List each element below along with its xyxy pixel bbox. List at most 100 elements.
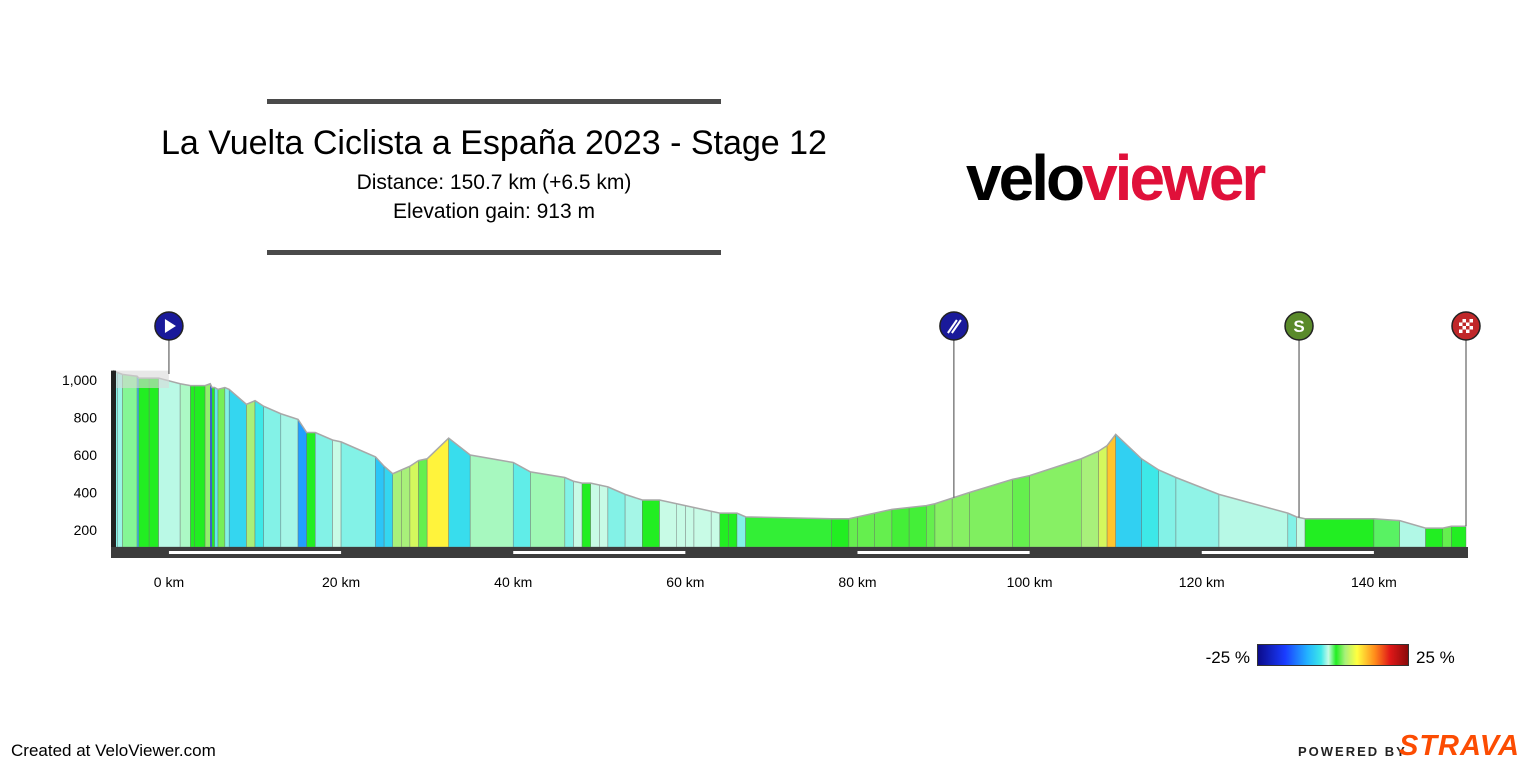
profile-segment (194, 385, 206, 548)
y-tick-label: 200 (74, 522, 98, 538)
start-edge-bar (111, 370, 116, 547)
profile-segment (719, 512, 729, 548)
profile-segment (831, 518, 850, 548)
x-tick-label: 120 km (1179, 574, 1225, 590)
checkered-flag-icon (1469, 322, 1473, 326)
profile-segment (297, 418, 307, 548)
profile-segment (676, 503, 686, 548)
checkered-flag-icon (1469, 319, 1473, 323)
distance-scale-bar (1201, 551, 1374, 554)
title-rule-bottom (267, 250, 721, 255)
profile-segment (392, 469, 402, 548)
sprint-icon: S (1293, 317, 1304, 336)
checkered-flag-icon (1466, 329, 1470, 333)
profile-segment (564, 477, 574, 548)
profile-segment (573, 481, 583, 548)
profile-segment (1029, 458, 1082, 548)
chart-title: La Vuelta Ciclista a España 2023 - Stage… (161, 124, 827, 162)
profile-segment (409, 460, 419, 548)
x-tick-label: 80 km (838, 574, 876, 590)
profile-segment (204, 383, 211, 548)
logo-part-viewer: viewer (1082, 142, 1266, 214)
profile-segment (1304, 518, 1375, 548)
x-axis: 0 km 20 km 40 km 60 km 80 km 100 km 120 km 140 … (111, 547, 1468, 590)
distance-track (111, 547, 1468, 558)
profile-segment (513, 462, 531, 548)
profile-segment (1012, 475, 1030, 548)
legend-max-label: 25 % (1416, 648, 1455, 667)
checkered-flag-icon (1469, 326, 1473, 330)
profile-segment (375, 456, 385, 548)
profile-segment (908, 505, 927, 548)
checkered-flag-icon (1466, 326, 1470, 330)
profile-segment (1287, 512, 1297, 548)
profile-segment (848, 516, 858, 548)
profile-segments (112, 369, 1467, 548)
profile-segment (340, 441, 376, 548)
profile-segment (1175, 477, 1220, 548)
checkered-flag-icon (1459, 326, 1463, 330)
profile-segment (590, 482, 600, 548)
powered-by-text: POWERED BY (1298, 744, 1407, 759)
play-icon (164, 319, 176, 333)
profile-segment (280, 413, 299, 548)
checkered-flag-icon (1459, 329, 1463, 333)
checkered-flag-icon (1466, 319, 1470, 323)
profile-segment (306, 432, 316, 548)
profile-segment (158, 377, 181, 548)
y-tick-label: 1,000 (62, 372, 97, 388)
profile-segment (469, 454, 514, 548)
distance-text: Distance: 150.7 km (+6.5 km) (356, 171, 632, 194)
profile-segment (179, 383, 191, 548)
profile-segment (710, 511, 720, 548)
profile-segment (607, 486, 626, 548)
profile-segment (214, 387, 219, 548)
legend-min-label: -25 % (1205, 648, 1250, 667)
profile-segment (1373, 518, 1400, 548)
checkered-flag-icon (1466, 322, 1470, 326)
profile-segment (1106, 433, 1116, 548)
profile-segment (624, 494, 643, 548)
profile-segment (1442, 526, 1452, 548)
profile-segment (190, 385, 195, 548)
profile-segment (857, 512, 875, 548)
x-tick-label: 60 km (666, 574, 704, 590)
profile-segment (642, 499, 660, 548)
profile-segment (148, 377, 159, 548)
distance-scale-bar (513, 551, 686, 554)
profile-segment (934, 497, 953, 548)
y-tick-label: 600 (74, 447, 98, 463)
x-tick-label: 0 km (154, 574, 184, 590)
logo-part-velo: velo (966, 142, 1085, 214)
profile-segment (401, 465, 411, 548)
x-tick-label: 20 km (322, 574, 360, 590)
profile-segment (685, 505, 695, 548)
strava-logo: STRAVA (1399, 730, 1520, 762)
profile-segment (1158, 469, 1177, 548)
profile-segment (136, 375, 140, 548)
checkered-flag-icon (1459, 322, 1463, 326)
profile-segment (1141, 458, 1159, 548)
profile-segment (736, 512, 746, 548)
profile-segment (122, 374, 138, 548)
profile-segment (659, 499, 677, 548)
profile-segment (211, 387, 215, 548)
profile-segment (1425, 527, 1443, 548)
checkered-flag-icon (1462, 326, 1466, 330)
profile-segment (745, 516, 832, 548)
profile-segment (315, 432, 333, 548)
profile-segment (138, 377, 150, 548)
created-at-text: Created at VeloViewer.com (11, 741, 216, 760)
profile-segment (599, 484, 609, 548)
profile-segment (891, 507, 910, 548)
profile-segment (969, 479, 1013, 548)
y-tick-label: 800 (74, 410, 98, 426)
y-axis: 200 400 600 800 1,000 (62, 370, 116, 547)
profile-segment (1451, 526, 1467, 548)
profile-segment (426, 437, 449, 548)
veloviewer-logo: veloviewer (966, 138, 1266, 218)
profile-segment (263, 405, 282, 548)
profile-segment (332, 439, 342, 548)
checkered-flag-icon (1462, 329, 1466, 333)
profile-segment (693, 507, 712, 548)
